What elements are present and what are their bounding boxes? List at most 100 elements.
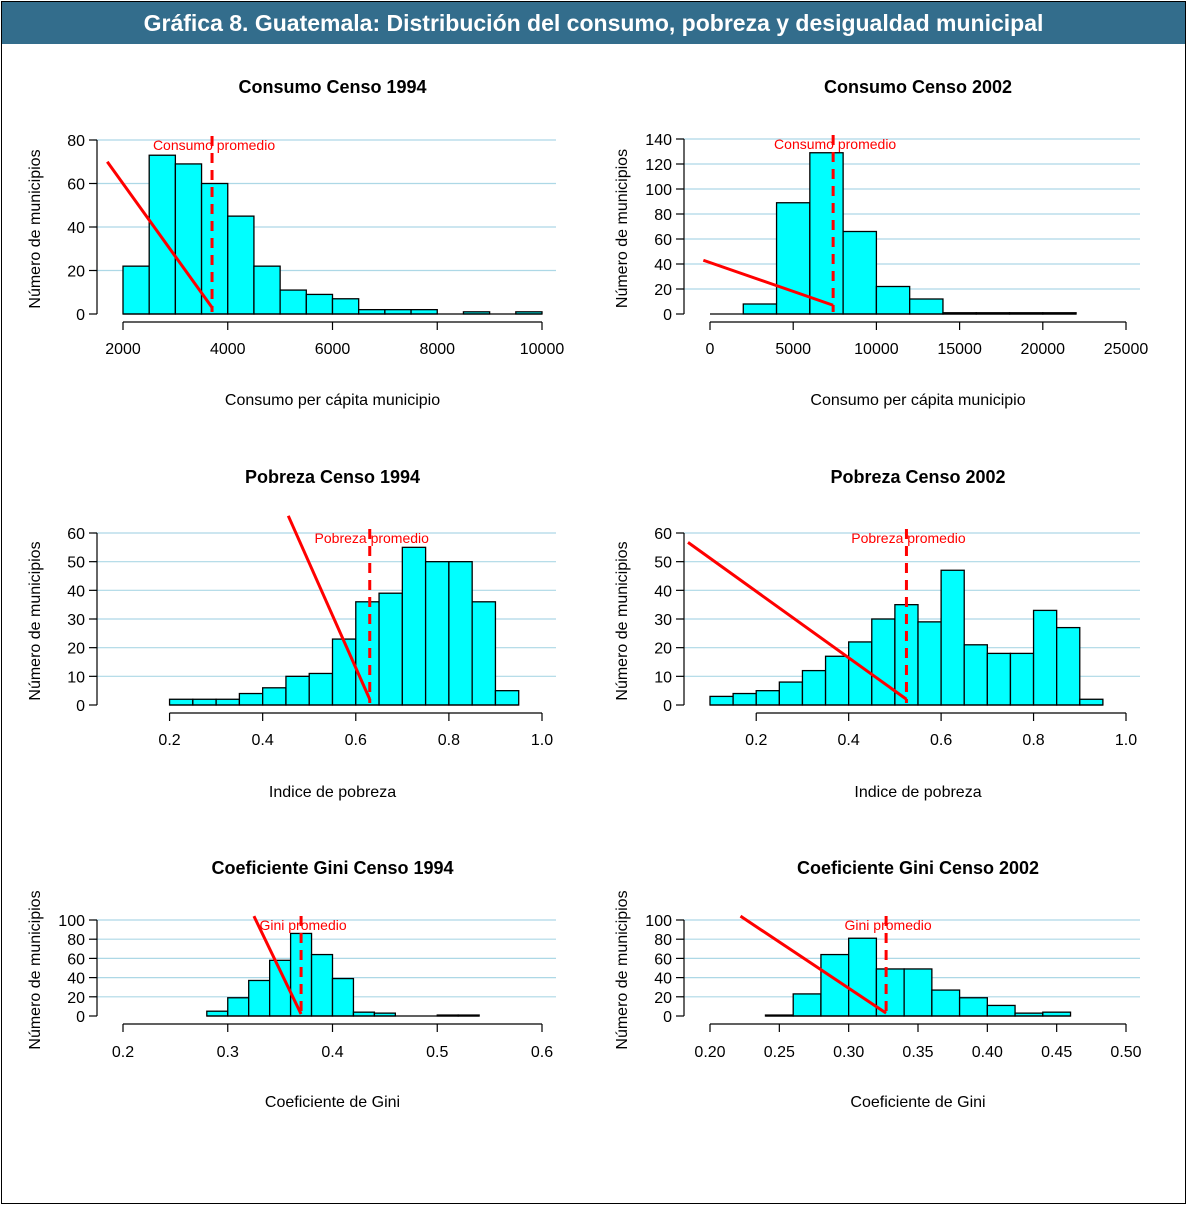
histogram-bar xyxy=(310,953,334,1017)
x-tick-label: 0.25 xyxy=(764,1044,795,1061)
y-tick-label: 50 xyxy=(67,555,85,572)
x-axis-label: Consumo per cápita municipio xyxy=(810,392,1025,409)
histogram-bar xyxy=(248,979,271,1017)
histogram-bar xyxy=(909,298,944,315)
histogram-bar xyxy=(331,638,357,706)
x-tick-label: 0.20 xyxy=(694,1044,725,1061)
x-tick-label: 1.0 xyxy=(1115,732,1137,749)
y-tick-label: 20 xyxy=(654,641,672,658)
y-axis-label: Número de municipios xyxy=(27,541,44,700)
histogram-bar xyxy=(494,690,520,706)
histogram-bar xyxy=(355,601,380,706)
y-tick-label: 50 xyxy=(654,555,672,572)
y-axis-label: Número de municipios xyxy=(27,149,44,308)
y-tick-label: 20 xyxy=(654,990,672,1007)
chart-title: Pobreza Censo 2002 xyxy=(830,467,1005,487)
histogram-bar xyxy=(1056,626,1081,706)
chart-panel-3: Pobreza Censo 1994 0 10 20 30 40 50 60 Número de… xyxy=(27,467,556,801)
figure-title: Gráfica 8. Guatemala: Distribución del c… xyxy=(2,2,1185,44)
y-tick-label: 30 xyxy=(67,612,85,629)
histogram-bar xyxy=(448,561,473,706)
x-tick-label: 0.6 xyxy=(930,732,952,749)
y-tick-label: 60 xyxy=(67,951,85,968)
y-axis-label: Número de municipios xyxy=(614,541,631,700)
histogram-bar xyxy=(384,308,412,315)
chart-title: Coeficiente Gini Censo 1994 xyxy=(211,858,453,878)
mean-label: Pobreza promedio xyxy=(315,530,430,546)
histogram-bar xyxy=(331,298,360,315)
x-tick-label: 0.50 xyxy=(1110,1044,1141,1061)
x-tick-label: 2000 xyxy=(105,341,141,358)
histogram-bar xyxy=(792,993,822,1017)
histogram-bar xyxy=(122,265,150,315)
histogram-bar xyxy=(755,690,780,706)
histogram-bar xyxy=(253,265,281,315)
trend-line xyxy=(702,258,834,307)
y-tick-label: 40 xyxy=(654,583,672,600)
mean-label: Pobreza promedio xyxy=(851,530,966,546)
histogram-bar xyxy=(192,698,217,706)
histogram-bar xyxy=(424,561,450,706)
histogram-bar xyxy=(279,289,307,315)
histogram-bar xyxy=(963,644,988,706)
histogram-bar xyxy=(1009,652,1035,706)
y-tick-label: 80 xyxy=(654,932,672,949)
histogram-bar xyxy=(875,285,911,315)
x-axis-label: Coeficiente de Gini xyxy=(265,1094,400,1111)
histogram-bar xyxy=(227,997,250,1017)
histogram-bar xyxy=(775,202,811,315)
histogram-bar xyxy=(842,230,878,315)
histogram-bar xyxy=(401,546,427,706)
trend-line xyxy=(106,160,214,309)
x-tick-label: 0.5 xyxy=(426,1044,448,1061)
histogram-bar xyxy=(331,977,355,1017)
y-tick-label: 60 xyxy=(654,232,672,249)
y-tick-label: 100 xyxy=(645,913,672,930)
y-axis-label: Número de municipios xyxy=(614,149,631,308)
x-tick-label: 1.0 xyxy=(531,732,553,749)
x-tick-label: 15000 xyxy=(937,341,982,358)
x-tick-label: 25000 xyxy=(1104,341,1149,358)
histogram-bar xyxy=(824,655,850,706)
y-tick-label: 0 xyxy=(76,1009,85,1026)
x-tick-label: 10000 xyxy=(854,341,899,358)
x-tick-label: 20000 xyxy=(1021,341,1066,358)
x-tick-label: 5000 xyxy=(775,341,811,358)
histogram-bar xyxy=(174,163,203,315)
chart-panel-5: Coeficiente Gini Censo 1994 0 20 40 60 80 100 N… xyxy=(27,858,556,1111)
y-tick-label: 0 xyxy=(76,307,85,324)
y-tick-label: 40 xyxy=(654,971,672,988)
x-tick-label: 0.2 xyxy=(158,732,180,749)
histogram-bar xyxy=(305,293,334,315)
x-axis-label: Consumo per cápita municipio xyxy=(225,392,440,409)
y-tick-label: 0 xyxy=(663,1009,672,1026)
y-tick-label: 60 xyxy=(67,177,85,194)
histogram-bar xyxy=(285,675,310,706)
histogram-bar xyxy=(206,1010,229,1017)
x-tick-label: 0.6 xyxy=(531,1044,553,1061)
y-tick-label: 20 xyxy=(67,990,85,1007)
histogram-bar xyxy=(801,669,827,706)
y-tick-label: 0 xyxy=(663,698,672,715)
y-tick-label: 60 xyxy=(654,951,672,968)
histogram-bar xyxy=(308,672,334,706)
y-tick-label: 40 xyxy=(67,220,85,237)
y-tick-label: 80 xyxy=(67,133,85,150)
x-tick-label: 0.8 xyxy=(1022,732,1044,749)
histogram-bar xyxy=(709,695,734,706)
y-tick-label: 10 xyxy=(654,669,672,686)
mean-label: Gini promedio xyxy=(259,917,346,933)
mean-label: Consumo promedio xyxy=(774,136,896,152)
y-tick-label: 100 xyxy=(58,913,85,930)
x-tick-label: 6000 xyxy=(315,341,351,358)
y-tick-label: 60 xyxy=(654,526,672,543)
histogram-bar xyxy=(410,308,438,315)
x-tick-label: 0.45 xyxy=(1041,1044,1072,1061)
histogram-bar xyxy=(809,152,844,315)
y-tick-label: 20 xyxy=(67,641,85,658)
y-tick-label: 20 xyxy=(67,264,85,281)
y-tick-label: 60 xyxy=(67,526,85,543)
histogram-bar xyxy=(168,698,194,706)
y-axis-label: Número de municipios xyxy=(27,890,44,1049)
